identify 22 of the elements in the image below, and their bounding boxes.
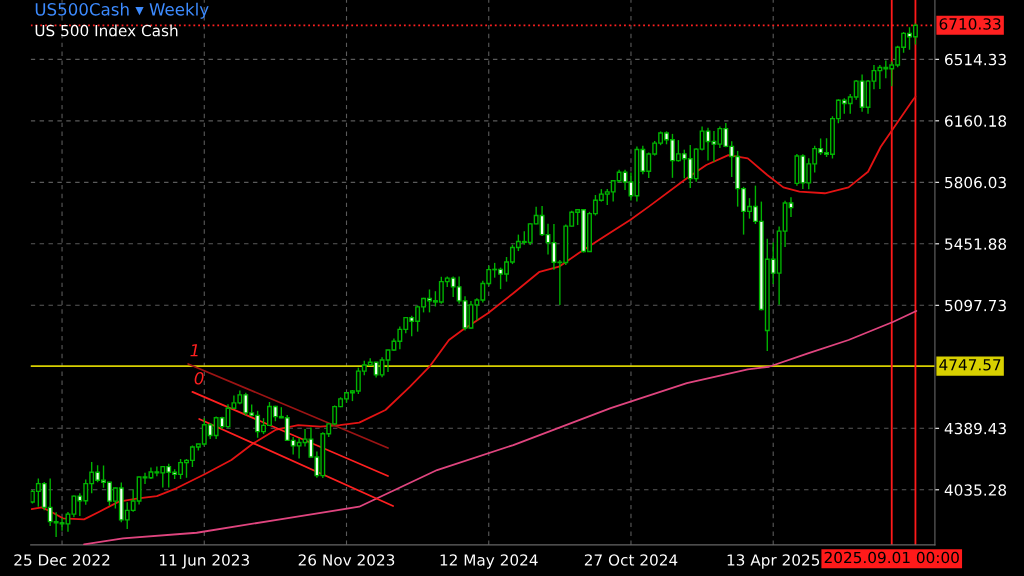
annotation: 1 — [190, 344, 198, 357]
y-tick-label: 4389.43 — [944, 422, 1006, 435]
x-tick-label: 13 Apr 2025 — [727, 554, 820, 569]
x-tick-label: 27 Oct 2024 — [584, 554, 678, 566]
y-tick-label: 6514.33 — [945, 53, 1006, 66]
y-tick-label: 6160.18 — [945, 115, 1007, 127]
ref-line-label: 2025.09.01 00:00 — [824, 551, 959, 564]
y-tick-label: 4035.28 — [944, 484, 1007, 496]
ref-line-label: 4747.57 — [939, 359, 1001, 371]
line-series — [83, 310, 918, 545]
annotation: 0 — [194, 371, 204, 385]
ref-line-label: 6710.33 — [939, 18, 1001, 30]
x-tick-label: 12 May 2024 — [440, 554, 538, 569]
x-tick-label: 26 Nov 2023 — [298, 554, 395, 566]
x-tick-label: 25 Dec 2022 — [14, 554, 110, 566]
y-tick-label: 5806.03 — [945, 176, 1006, 189]
x-tick-label: 11 Jun 2023 — [160, 554, 250, 569]
y-tick-label: 5097.73 — [945, 299, 1006, 312]
text: US 500 Index Cash — [35, 24, 178, 37]
line-series — [30, 95, 917, 521]
chart-title: US500Cash ▾ Weekly — [35, 2, 209, 19]
y-tick-label: 5451.88 — [945, 238, 1007, 250]
